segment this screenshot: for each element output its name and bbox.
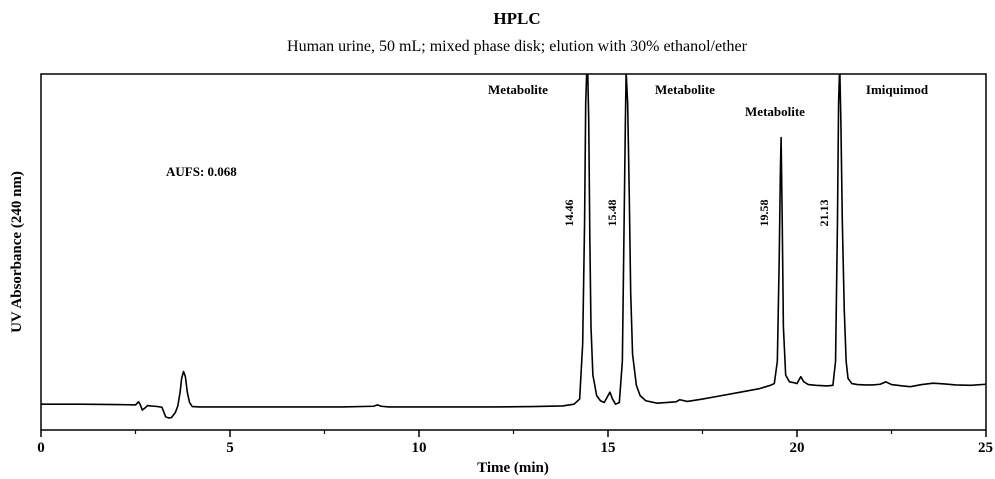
retention-time-19-58: 19.58 xyxy=(757,200,771,227)
x-axis-label: Time (min) xyxy=(477,460,549,476)
peak-label-metabolite-2: Metabolite xyxy=(655,82,715,97)
retention-time-21-13: 21.13 xyxy=(817,200,831,227)
peak-label-metabolite-3: Metabolite xyxy=(745,104,805,119)
chart-subtitle: Human urine, 50 mL; mixed phase disk; el… xyxy=(287,38,748,55)
x-tick-label: 20 xyxy=(790,440,805,456)
x-tick-label: 15 xyxy=(601,440,616,456)
chart-title: HPLC xyxy=(493,9,540,28)
x-tick-label: 5 xyxy=(226,440,234,456)
x-tick-label: 0 xyxy=(37,440,45,456)
x-axis-ticks: 0 5 10 15 20 25 xyxy=(37,430,993,456)
x-tick-label: 25 xyxy=(978,440,993,456)
x-tick-label: 10 xyxy=(412,440,427,456)
retention-time-14-46: 14.46 xyxy=(562,200,576,227)
y-axis-label: UV Absorbance (240 nm) xyxy=(9,171,25,333)
retention-time-15-48: 15.48 xyxy=(605,200,619,227)
aufs-annotation: AUFS: 0.068 xyxy=(166,164,237,179)
peak-label-imiquimod: Imiquimod xyxy=(866,82,929,97)
chromatogram-trace xyxy=(41,74,986,419)
peak-label-metabolite-1: Metabolite xyxy=(488,82,548,97)
